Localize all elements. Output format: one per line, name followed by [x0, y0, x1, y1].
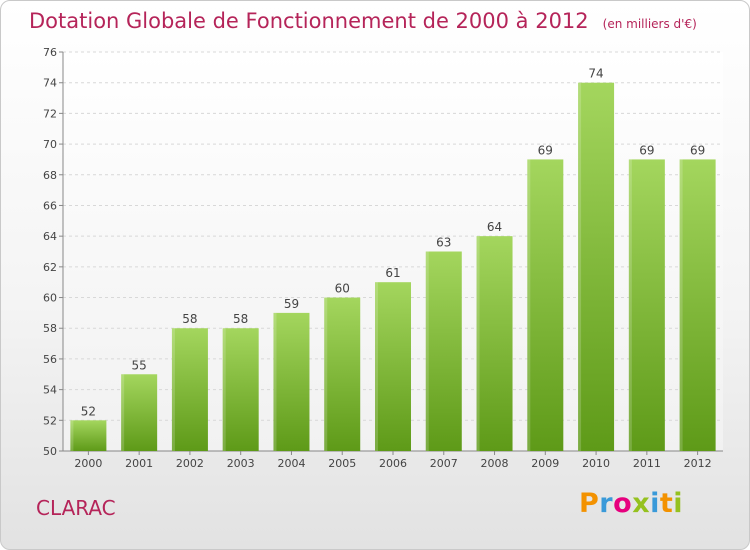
proxiti-logo[interactable]: Proxiti — [579, 488, 683, 519]
title-row: Dotation Globale de Fonctionnement de 20… — [29, 9, 697, 33]
chart-unit: (en milliers d'€) — [602, 17, 697, 31]
bar-highlight — [121, 374, 125, 451]
bar-highlight — [679, 159, 683, 451]
bar-highlight — [70, 420, 74, 451]
y-tick-label: 74 — [43, 77, 57, 90]
y-tick-label: 54 — [43, 384, 57, 397]
x-tick-label: 2002 — [176, 457, 204, 470]
bar — [375, 282, 411, 451]
x-tick-label: 2009 — [531, 457, 559, 470]
bar-highlight — [578, 82, 582, 451]
bar — [527, 159, 564, 451]
y-tick-label: 58 — [43, 322, 57, 335]
bar-highlight — [476, 236, 480, 451]
data-label: 60 — [335, 282, 350, 296]
data-label: 69 — [538, 143, 553, 157]
bar — [171, 328, 208, 451]
bar — [273, 312, 310, 451]
brand-letter: t — [659, 488, 674, 519]
y-tick-label: 68 — [43, 169, 57, 182]
bar-highlight — [171, 328, 175, 451]
bar — [476, 236, 513, 451]
y-tick-label: 66 — [43, 199, 57, 212]
bar — [578, 82, 615, 451]
y-tick-label: 72 — [43, 107, 57, 120]
bar — [324, 297, 361, 451]
data-label: 69 — [690, 143, 705, 157]
bar — [425, 251, 462, 451]
chart-title: Dotation Globale de Fonctionnement de 20… — [29, 9, 589, 33]
y-tick-label: 62 — [43, 261, 57, 274]
x-tick-label: 2003 — [227, 457, 255, 470]
y-tick-label: 56 — [43, 353, 57, 366]
data-label: 63 — [436, 236, 451, 250]
data-label: 58 — [182, 312, 197, 326]
bar-highlight — [324, 297, 328, 451]
bar-highlight — [628, 159, 632, 451]
y-tick-label: 76 — [43, 46, 57, 59]
x-tick-label: 2005 — [328, 457, 356, 470]
data-label: 52 — [81, 404, 96, 418]
bar — [679, 159, 716, 451]
data-label: 61 — [385, 266, 400, 280]
data-label: 74 — [588, 67, 603, 81]
bar-highlight — [527, 159, 531, 451]
bar-highlight — [375, 282, 378, 451]
x-tick-label: 2000 — [74, 457, 102, 470]
x-tick-label: 2010 — [582, 457, 610, 470]
y-tick-label: 70 — [43, 138, 57, 151]
brand-letter: i — [673, 488, 684, 519]
x-tick-label: 2012 — [684, 457, 712, 470]
brand-letter: o — [613, 488, 633, 519]
x-tick-label: 2011 — [633, 457, 661, 470]
data-label: 58 — [233, 312, 248, 326]
bar-highlight — [273, 312, 277, 451]
data-label: 64 — [487, 220, 502, 234]
bar — [70, 420, 107, 451]
brand-letter: i — [650, 488, 660, 519]
data-label: 59 — [284, 297, 299, 311]
y-tick-label: 50 — [43, 445, 57, 458]
x-tick-label: 2001 — [125, 457, 153, 470]
brand-letter: r — [599, 488, 614, 519]
y-tick-label: 60 — [43, 292, 57, 305]
y-tick-label: 64 — [43, 230, 57, 243]
bar-highlight — [425, 251, 429, 451]
x-tick-label: 2007 — [430, 457, 458, 470]
x-tick-label: 2006 — [379, 457, 407, 470]
bar-highlight — [222, 328, 226, 451]
x-tick-label: 2004 — [277, 457, 305, 470]
commune-name: CLARAC — [36, 496, 116, 520]
data-label: 55 — [132, 358, 147, 372]
data-label: 69 — [639, 143, 654, 157]
y-tick-label: 52 — [43, 414, 57, 427]
brand-letter: x — [632, 488, 651, 519]
bar — [121, 374, 158, 451]
brand-letter: P — [579, 488, 600, 519]
x-tick-label: 2008 — [481, 457, 509, 470]
bar — [628, 159, 665, 451]
bar — [222, 328, 259, 451]
